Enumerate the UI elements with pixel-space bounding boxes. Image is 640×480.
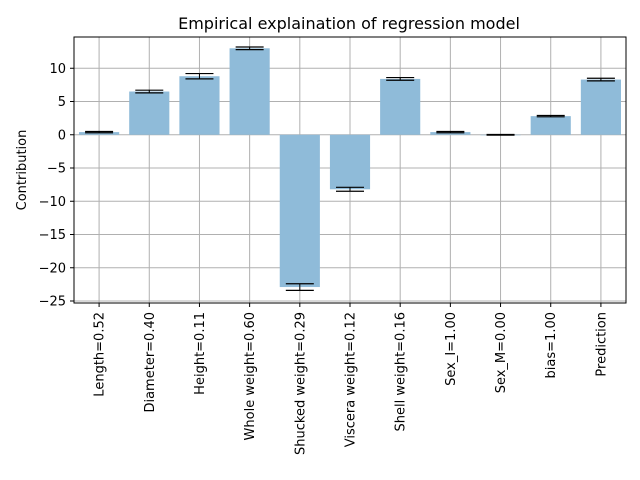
y-tick-label: 5 xyxy=(58,95,66,110)
bar xyxy=(329,134,371,190)
x-tick-label: Height=0.11 xyxy=(193,312,208,395)
error-bars xyxy=(85,46,615,291)
x-tick-label: Shell weight=0.16 xyxy=(394,312,409,432)
x-tick-label: Diameter=0.40 xyxy=(143,312,158,413)
bar xyxy=(129,91,170,135)
y-axis-ticks: 10 5 0 −5 −10 −15 −20 −25 xyxy=(39,62,74,310)
x-tick-label: Shucked weight=0.29 xyxy=(293,312,308,455)
bar xyxy=(179,76,220,135)
x-tick-label: Length=0.52 xyxy=(93,312,108,397)
bar xyxy=(580,79,621,135)
x-tick-label: Sex_I=1.00 xyxy=(444,312,459,386)
bar xyxy=(229,48,270,135)
x-axis-ticks: Length=0.52 Diameter=0.40 Height=0.11 Whole… xyxy=(93,303,609,455)
y-tick-label: −20 xyxy=(39,261,66,276)
y-tick-label: 0 xyxy=(58,128,66,143)
x-tick-label: Viscera weight=0.12 xyxy=(344,312,359,447)
x-tick-label: bias=1.00 xyxy=(544,312,559,378)
bar xyxy=(279,134,320,288)
x-tick-label: Whole weight=0.60 xyxy=(243,312,258,440)
y-tick-label: −5 xyxy=(47,162,66,177)
bar xyxy=(380,78,421,135)
bar xyxy=(430,132,471,135)
bar xyxy=(79,132,120,135)
y-tick-label: −25 xyxy=(39,295,66,310)
chart-title: Empirical explaination of regression mod… xyxy=(178,14,520,33)
y-tick-label: −15 xyxy=(39,228,66,243)
bar xyxy=(530,116,571,135)
y-axis-label: Contribution xyxy=(15,130,30,211)
y-tick-label: −10 xyxy=(39,195,66,210)
x-tick-label: Sex_M=0.00 xyxy=(494,312,509,393)
x-tick-label: Prediction xyxy=(594,312,609,377)
y-tick-label: 10 xyxy=(49,62,66,77)
bars xyxy=(79,48,621,288)
